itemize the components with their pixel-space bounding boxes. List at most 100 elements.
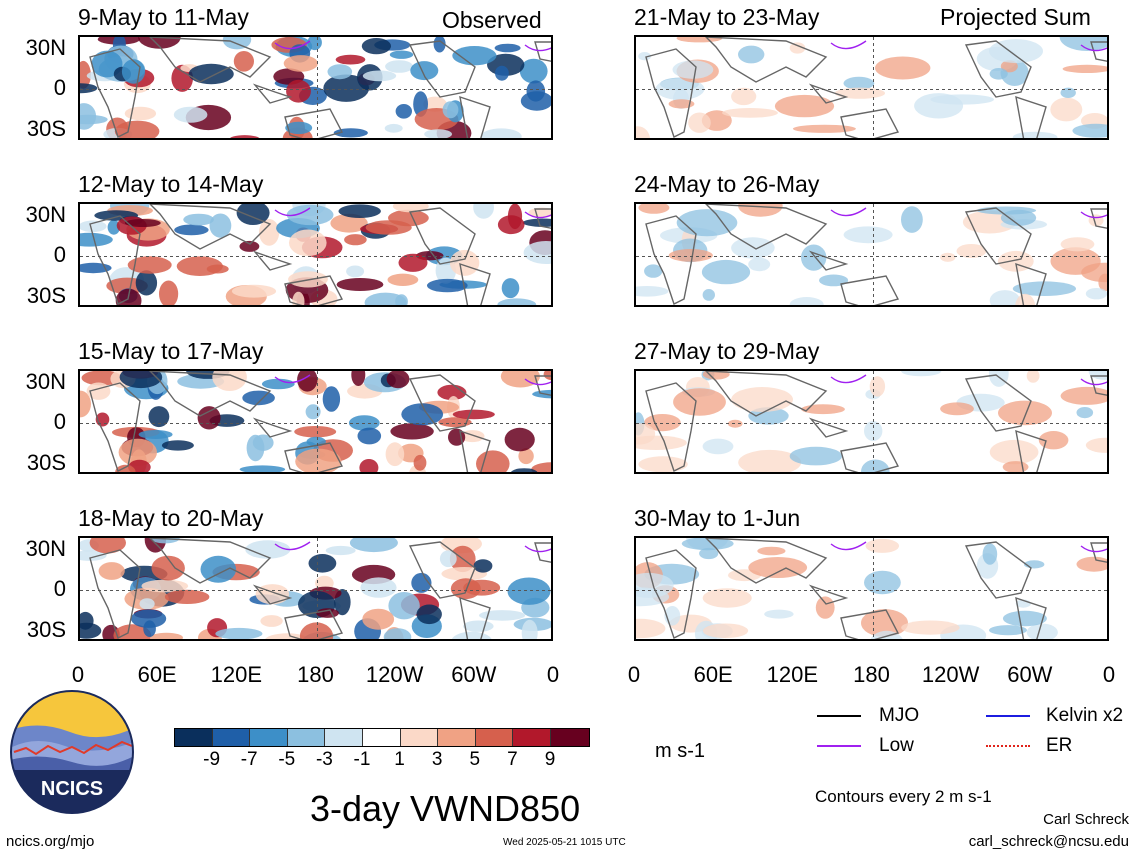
anomaly-cell	[161, 440, 194, 451]
coastline	[534, 208, 551, 229]
y-tick-label: 30S	[26, 116, 66, 141]
anomaly-cell	[150, 632, 183, 639]
y-tick-label: 0	[53, 576, 66, 601]
panel-title-obs-4: 18-May to 20-May	[78, 505, 264, 531]
coastline	[808, 417, 849, 438]
anomaly-cell	[292, 291, 305, 305]
anomaly-cell	[386, 371, 410, 389]
anomaly-cell	[283, 55, 318, 72]
anomaly-cell	[476, 450, 510, 472]
coastline	[459, 95, 491, 138]
anomaly-cell	[702, 623, 749, 639]
coastline	[408, 40, 476, 98]
anomaly-cell	[702, 438, 734, 455]
coastline	[149, 37, 272, 83]
x-tick-label: 120W	[921, 662, 980, 687]
coastline	[964, 541, 1032, 599]
anomaly-cell	[80, 114, 108, 125]
anomaly-cell	[875, 56, 931, 80]
footer-email[interactable]: carl_schreck@ncsu.edu	[968, 833, 1129, 850]
coastline	[89, 215, 141, 305]
anomaly-cell	[127, 256, 172, 274]
anomaly-cell	[731, 87, 757, 106]
anomaly-cell	[148, 406, 170, 428]
anomaly-cell	[245, 540, 291, 559]
anomaly-cell	[688, 112, 711, 133]
anomaly-cell	[701, 259, 751, 285]
legend-low-label: Low	[879, 735, 914, 756]
colorbar-swatch	[212, 729, 251, 746]
anomaly-cell	[681, 538, 734, 551]
anomaly-cell	[346, 265, 365, 278]
footer-author: Carl Schreck	[1043, 811, 1129, 828]
anomaly-cell	[901, 206, 923, 233]
anomaly-cell	[265, 633, 310, 639]
anomaly-cell	[188, 63, 234, 85]
anomaly-cell	[497, 298, 537, 305]
observed-panel-1	[78, 35, 553, 140]
anomaly-cell	[135, 270, 158, 296]
y-tick-label: 0	[53, 242, 66, 267]
panel-title-proj-4: 30-May to 1-Jun	[634, 505, 801, 531]
anomaly-cell	[497, 215, 525, 235]
anomaly-cell	[463, 620, 494, 632]
anomaly-cell	[982, 543, 998, 565]
anomaly-cell	[702, 588, 752, 608]
coastline	[840, 442, 900, 472]
footer-timestamp: Wed 2025-05-21 1015 UTC	[503, 837, 626, 848]
coastline	[149, 371, 272, 417]
colorbar-swatch	[513, 729, 551, 746]
anomaly-cell	[1076, 556, 1107, 572]
anomaly-cell	[138, 37, 181, 49]
projected-panel-2	[634, 202, 1109, 307]
coastline	[705, 538, 828, 584]
anomaly-cell	[236, 204, 270, 225]
anomaly-cell	[383, 628, 412, 639]
legend-er-label: ER	[1046, 735, 1073, 756]
coastline	[284, 275, 344, 305]
anomaly-cell	[139, 598, 155, 610]
x-tick-label: 0	[71, 662, 85, 687]
anomaly-cell	[385, 442, 405, 467]
anomaly-cell	[364, 292, 407, 305]
anomaly-cell	[1059, 37, 1107, 51]
anomaly-cell	[531, 462, 551, 472]
anomaly-cell	[423, 96, 447, 112]
projected-panel-1	[634, 35, 1109, 140]
anomaly-cell	[861, 459, 890, 472]
anomaly-cell	[215, 627, 263, 639]
anomaly-cell	[901, 371, 942, 377]
coastline	[149, 538, 272, 584]
anomaly-cell	[722, 108, 778, 118]
anomaly-cell	[348, 415, 380, 431]
anomaly-cell	[1060, 237, 1095, 252]
anomaly-cell	[702, 289, 715, 301]
anomaly-cell	[521, 619, 538, 639]
anomaly-cell	[359, 459, 379, 472]
anomaly-cell	[80, 220, 107, 233]
anomaly-cell	[286, 79, 311, 103]
anomaly-cell	[450, 578, 481, 600]
panel-title-proj-1: 21-May to 23-May	[634, 4, 820, 30]
anomaly-cell	[362, 70, 397, 82]
anomaly-cell	[361, 38, 391, 55]
anomaly-cell	[748, 557, 808, 578]
low-contour	[524, 211, 551, 219]
panel-title-proj-2: 24-May to 26-May	[634, 171, 820, 197]
anomaly-cell	[870, 630, 903, 639]
footer-url[interactable]: ncics.org/mjo	[6, 833, 95, 850]
anomaly-cell	[789, 446, 843, 466]
low-contour	[524, 378, 551, 386]
coastline	[408, 374, 476, 432]
anomaly-cell	[260, 615, 283, 627]
anomaly-cell	[80, 550, 107, 561]
coastline	[1090, 208, 1107, 229]
anomaly-cell	[395, 104, 412, 119]
low-contour	[830, 374, 867, 384]
anomaly-cell	[638, 204, 670, 214]
anomaly-cell	[357, 427, 382, 445]
anomaly-cell	[252, 434, 274, 451]
anomaly-cell	[385, 60, 414, 73]
anomaly-cell	[789, 42, 806, 54]
anomaly-cell	[636, 286, 669, 297]
